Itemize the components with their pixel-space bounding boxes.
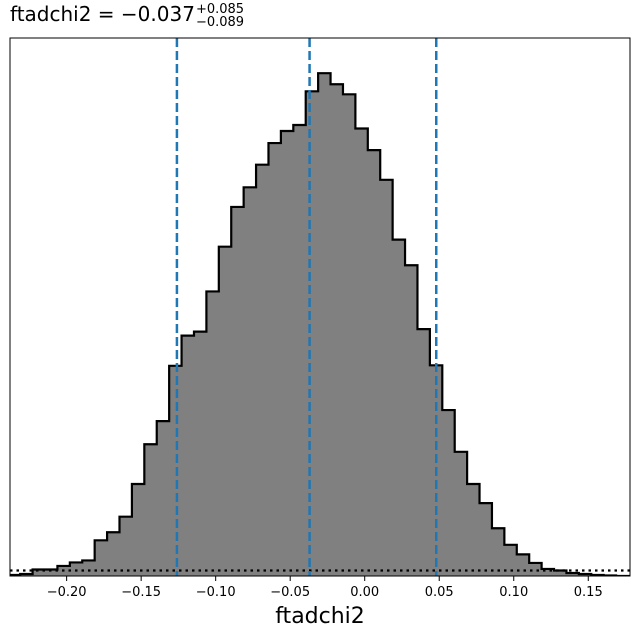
histogram-bar [169, 365, 182, 576]
histogram-bar [491, 528, 505, 576]
histogram-bar [479, 503, 493, 576]
x-tick-label: 0.15 [574, 585, 603, 600]
x-tick-label: −0.10 [196, 585, 236, 600]
histogram-bars [10, 72, 630, 576]
histogram-bar [454, 451, 468, 576]
histogram-bar [566, 572, 580, 576]
histogram-bar [280, 131, 294, 576]
histogram-bar [318, 73, 331, 576]
x-tick-label: 0.10 [499, 585, 528, 600]
histogram-bar [355, 128, 369, 576]
histogram-bar [467, 483, 480, 576]
title-errors: +0.085 −0.089 [196, 3, 244, 29]
histogram-bar [256, 164, 269, 576]
histogram-bar [32, 569, 46, 576]
title-median: −0.037 [120, 2, 195, 26]
histogram-bar [45, 569, 58, 576]
x-tick-label: 0.05 [425, 585, 454, 600]
histogram-bar [342, 94, 356, 576]
histogram-bar [293, 124, 307, 576]
histogram-bar [392, 239, 406, 576]
title-minus-error: −0.089 [195, 14, 245, 30]
histogram-bar [330, 84, 344, 576]
histogram-bar [554, 570, 567, 576]
histogram-bar [69, 562, 83, 576]
histogram-bar [405, 265, 418, 576]
title-equals: = [91, 2, 121, 26]
x-tick-label: 0.00 [350, 585, 379, 600]
title-plus-error: +0.085 [195, 1, 245, 17]
quantile-lines [175, 38, 438, 576]
histogram-bar [82, 560, 96, 576]
histogram-bar [305, 91, 319, 576]
histogram-bar [206, 291, 220, 576]
x-axis-ticks: −0.20 −0.15 −0.10 −0.05 0.00 0.05 0.10 0.15 [47, 576, 603, 600]
histogram-bar [367, 150, 381, 576]
chart-title: ftadchi2 = −0.037 +0.085 −0.089 [10, 2, 244, 29]
histogram-bar [94, 540, 108, 576]
histogram-bar [131, 483, 145, 576]
histogram-bar [119, 516, 133, 576]
x-tick-label: −0.15 [121, 585, 161, 600]
histogram-bar [380, 179, 394, 576]
histogram-bar [417, 329, 431, 576]
histogram-bar [193, 331, 207, 576]
x-axis-label: ftadchi2 [275, 604, 365, 629]
histogram-bar [181, 335, 195, 576]
histogram-bar [529, 562, 543, 576]
x-tick-label: −0.20 [47, 585, 87, 600]
histogram-bar [504, 544, 518, 576]
histogram-bar [541, 568, 555, 576]
plot-frame [9, 37, 631, 577]
histogram-bar [442, 410, 456, 576]
histogram-bar [268, 143, 282, 576]
histogram-outline [10, 72, 630, 576]
histogram-bar [156, 421, 170, 576]
histogram-bar [218, 246, 232, 576]
histogram-bar [231, 206, 245, 576]
histogram-bar [144, 444, 158, 576]
histogram-bar [516, 554, 530, 576]
histogram-bar [243, 187, 257, 576]
title-param: ftadchi2 [10, 2, 92, 26]
x-tick-label: −0.05 [270, 585, 310, 600]
histogram-bar [107, 532, 120, 576]
